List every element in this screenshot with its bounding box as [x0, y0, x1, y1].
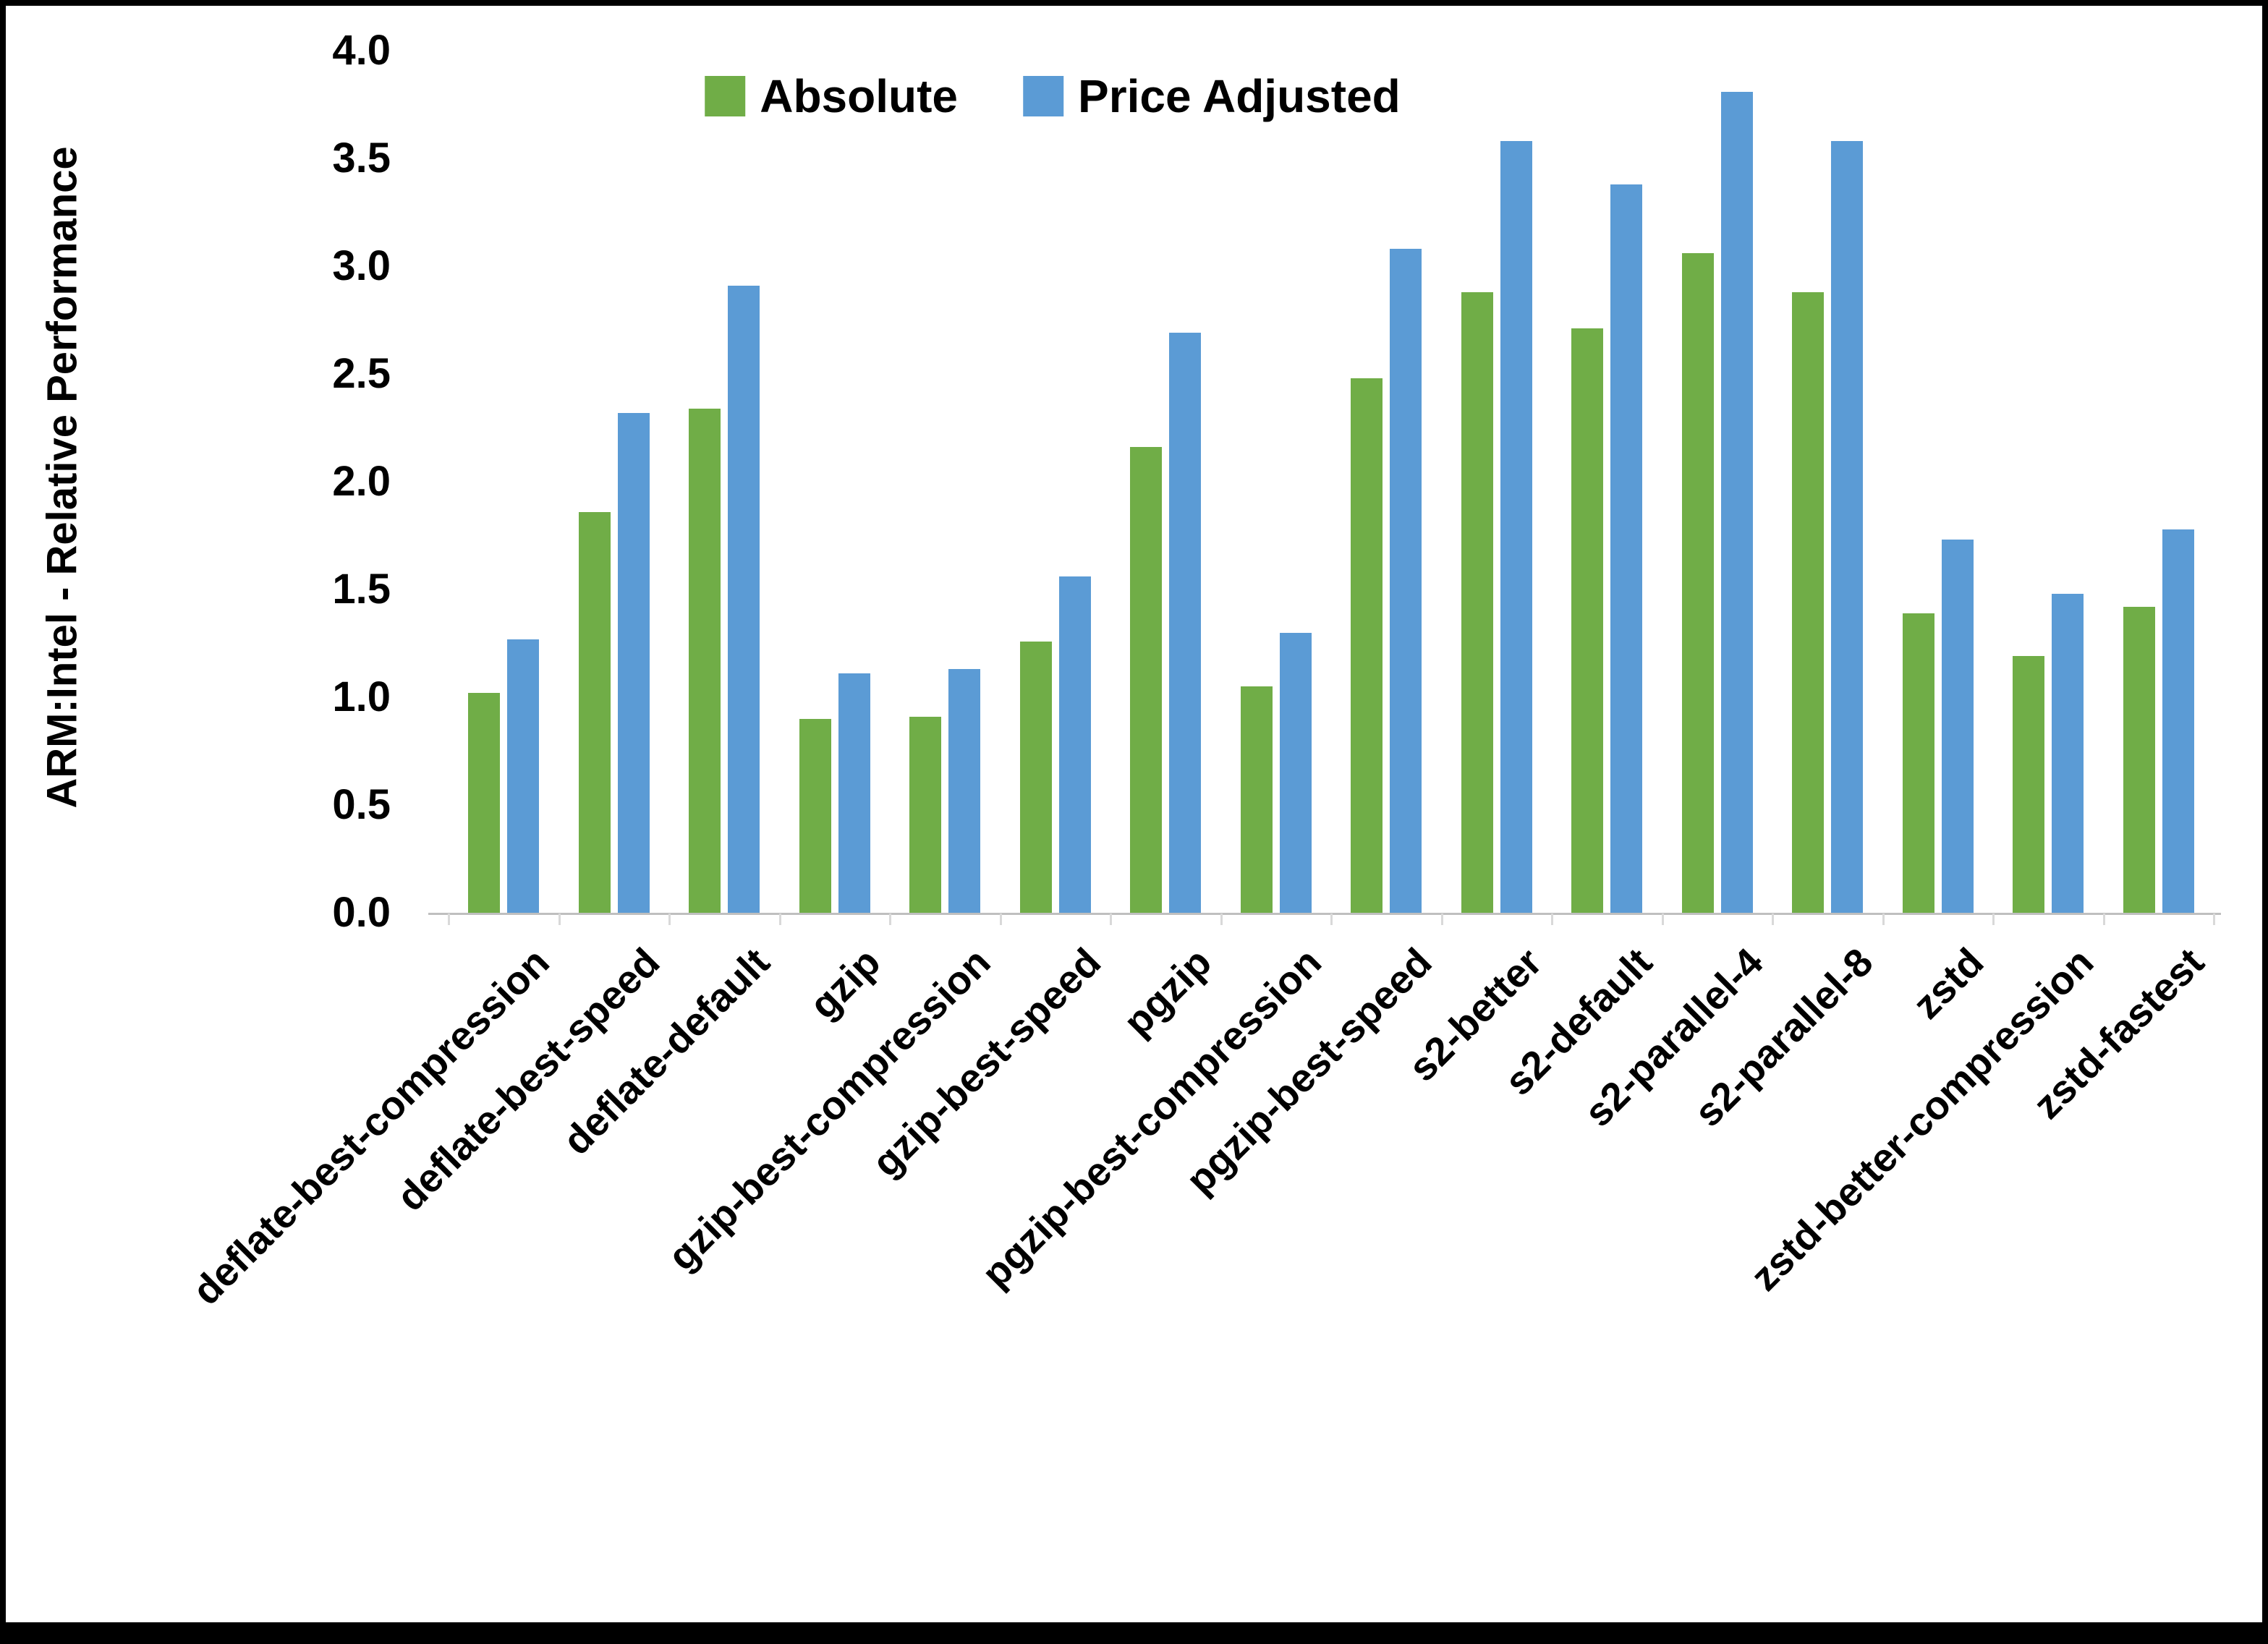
y-axis-tick-label: 2.0 — [332, 458, 391, 505]
bottom-border-bar — [0, 1622, 2268, 1644]
y-axis-title: ARM:Intel - Relative Performance — [38, 146, 86, 809]
bar-absolute-s2-better — [1461, 291, 1493, 913]
bar-price-adjusted-s2-parallel-4 — [1720, 91, 1753, 913]
x-axis-tick-mark — [1330, 913, 1333, 925]
y-axis-tick-label: 0.5 — [332, 781, 391, 828]
bar-absolute-gzip-best-speed — [1019, 641, 1052, 913]
bar-group — [1792, 141, 1864, 913]
x-axis-tick-mark — [2102, 913, 2105, 925]
bar-group — [909, 669, 981, 913]
bar-group — [1240, 632, 1312, 913]
bar-absolute-deflate-best-compression — [468, 693, 501, 913]
x-axis-tick-mark — [2213, 913, 2215, 925]
bar-group — [689, 285, 760, 913]
x-axis-tick-mark — [1551, 913, 1553, 925]
y-axis-tick-label: 4.0 — [332, 27, 391, 74]
y-axis-tick-label: 0.0 — [332, 889, 391, 936]
bar-group — [1019, 576, 1091, 913]
x-axis-category-label: gzip — [800, 939, 889, 1028]
bar-price-adjusted-s2-default — [1610, 184, 1643, 913]
bar-price-adjusted-s2-better — [1500, 141, 1532, 913]
bar-group — [468, 639, 540, 913]
bar-price-adjusted-pgzip-best-speed — [1390, 249, 1422, 913]
bar-group — [1902, 540, 1974, 913]
bar-absolute-s2-parallel-8 — [1792, 291, 1825, 913]
bar-price-adjusted-zstd — [1941, 540, 1974, 913]
x-axis-line — [428, 913, 2221, 915]
bar-price-adjusted-gzip-best-speed — [1058, 576, 1091, 913]
bar-absolute-deflate-default — [689, 408, 721, 913]
x-axis-category-label: zstd — [1903, 939, 1992, 1028]
x-axis-tick-mark — [889, 913, 891, 925]
bar-price-adjusted-pgzip-best-compression — [1279, 632, 1312, 913]
bar-price-adjusted-deflate-default — [728, 285, 760, 913]
bar-group — [578, 412, 650, 913]
legend-swatch-icon — [705, 76, 746, 116]
bar-absolute-pgzip-best-speed — [1351, 378, 1383, 913]
bar-absolute-pgzip-best-compression — [1240, 686, 1273, 913]
bar-absolute-zstd-fastest — [2123, 606, 2155, 913]
bar-group — [1571, 184, 1643, 913]
bar-group — [1461, 141, 1532, 913]
chart-legend: Absolute Price Adjusted — [705, 69, 1401, 123]
bar-absolute-pgzip — [1130, 447, 1163, 913]
bar-absolute-zstd — [1902, 613, 1934, 913]
bar-group — [1351, 249, 1422, 913]
bar-absolute-s2-parallel-4 — [1681, 253, 1714, 913]
bar-absolute-s2-default — [1571, 328, 1604, 913]
bar-price-adjusted-gzip — [838, 673, 870, 913]
x-axis-tick-mark — [1661, 913, 1664, 925]
x-axis-tick-mark — [668, 913, 671, 925]
bar-absolute-gzip — [799, 718, 831, 913]
bar-price-adjusted-gzip-best-compression — [948, 669, 981, 913]
bar-group — [2013, 593, 2084, 913]
y-axis-tick-label: 3.0 — [332, 242, 391, 289]
bar-price-adjusted-zstd-fastest — [2162, 529, 2194, 913]
x-axis-tick-mark — [1440, 913, 1443, 925]
x-axis-tick-mark — [1992, 913, 1995, 925]
legend-item-absolute: Absolute — [705, 69, 958, 123]
bar-group — [2123, 529, 2194, 913]
legend-label: Absolute — [760, 70, 959, 122]
bar-price-adjusted-deflate-best-compression — [507, 639, 540, 913]
x-axis-tick-mark — [1882, 913, 1885, 925]
bar-absolute-zstd-better-compression — [2013, 656, 2045, 913]
bar-absolute-gzip-best-compression — [909, 716, 942, 913]
bar-price-adjusted-pgzip — [1169, 333, 1202, 913]
y-axis-tick-label: 2.5 — [332, 350, 391, 397]
x-axis-tick-mark — [778, 913, 781, 925]
x-axis-tick-mark — [1772, 913, 1774, 925]
legend-item-price-adjusted: Price Adjusted — [1023, 69, 1401, 123]
legend-swatch-icon — [1023, 76, 1064, 116]
y-axis-tick-label: 1.0 — [332, 673, 391, 720]
x-axis-category-label: pgzip — [1114, 939, 1220, 1045]
bar-price-adjusted-deflate-best-speed — [617, 412, 650, 913]
y-axis-tick-label: 3.5 — [332, 135, 391, 182]
x-axis-tick-mark — [1220, 913, 1223, 925]
bar-group — [1681, 91, 1753, 913]
bar-price-adjusted-s2-parallel-8 — [1831, 141, 1864, 913]
x-axis-tick-mark — [448, 913, 450, 925]
bar-price-adjusted-zstd-better-compression — [2052, 593, 2084, 913]
legend-label: Price Adjusted — [1078, 70, 1401, 122]
x-axis-tick-mark — [558, 913, 561, 925]
x-axis-tick-mark — [999, 913, 1002, 925]
x-axis-tick-mark — [1110, 913, 1112, 925]
bar-absolute-deflate-best-speed — [578, 511, 611, 913]
bar-group — [1130, 333, 1202, 913]
y-axis-tick-label: 1.5 — [332, 566, 391, 613]
bar-group — [799, 673, 870, 913]
